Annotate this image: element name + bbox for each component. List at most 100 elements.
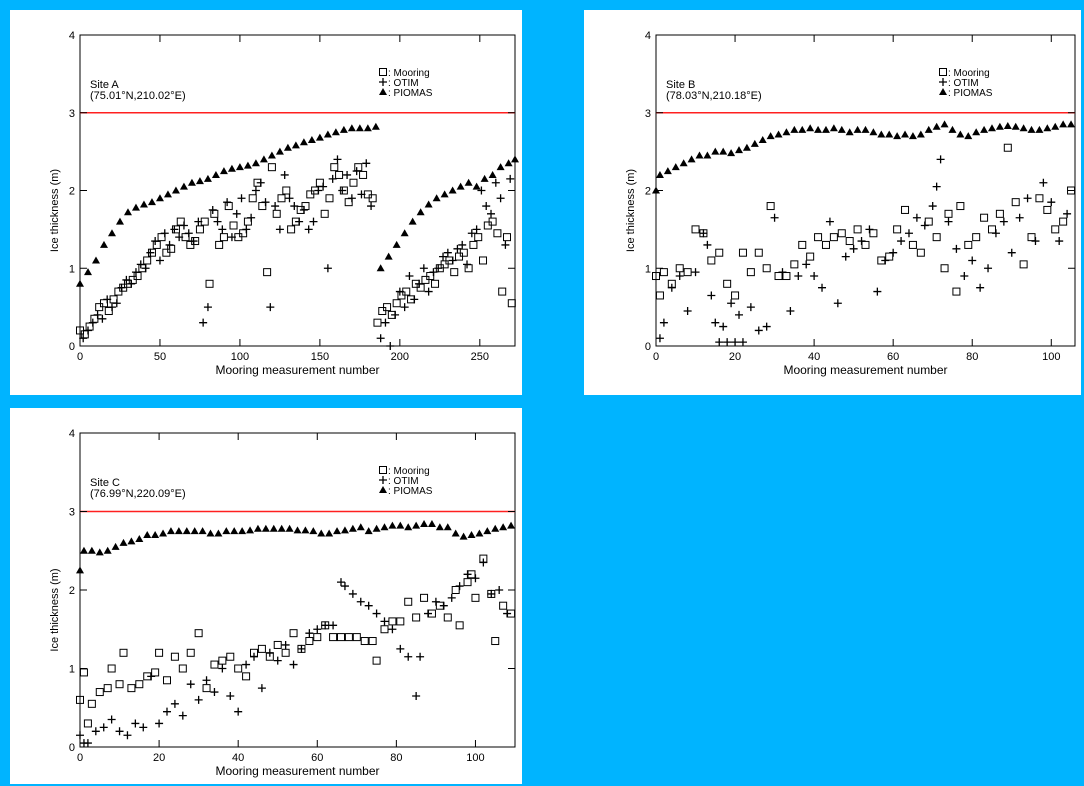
point-piomas: [261, 524, 270, 532]
point-mooring: [420, 593, 429, 602]
legend-entry-mooring: : Mooring: [948, 68, 990, 79]
point-otim: [471, 574, 480, 583]
point-mooring: [488, 217, 497, 226]
point-otim: [1063, 209, 1072, 218]
point-otim: [141, 264, 150, 273]
point-piomas: [331, 128, 340, 136]
point-piomas: [139, 200, 148, 208]
point-otim: [691, 268, 700, 277]
point-otim: [991, 229, 1000, 238]
point-mooring: [330, 163, 339, 172]
point-otim: [1055, 237, 1064, 246]
x-axis-label: Mooring measurement number: [215, 363, 379, 377]
point-mooring: [940, 264, 949, 273]
point-mooring: [738, 248, 747, 257]
point-otim: [865, 225, 874, 234]
point-mooring: [85, 322, 94, 331]
legend-marker-mooring: [939, 68, 947, 76]
x-tick-label: 80: [966, 351, 978, 363]
point-otim: [889, 248, 898, 257]
point-otim: [115, 727, 124, 736]
point-otim: [136, 260, 145, 269]
site-coordinates: (78.03°N,210.18°E): [666, 90, 762, 102]
point-mooring: [932, 233, 941, 242]
point-piomas: [163, 190, 172, 198]
y-tick-label: 1: [69, 263, 75, 275]
point-piomas: [980, 125, 989, 133]
point-piomas: [507, 521, 516, 529]
point-piomas: [87, 546, 96, 554]
series-otim: [655, 155, 1072, 347]
point-mooring: [277, 194, 286, 203]
point-mooring: [469, 240, 478, 249]
point-mooring: [493, 229, 502, 238]
point-otim: [447, 593, 456, 602]
point-mooring: [151, 668, 160, 677]
point-piomas: [267, 151, 276, 159]
point-mooring: [964, 240, 973, 249]
point-otim: [881, 256, 890, 265]
point-piomas: [480, 174, 489, 182]
point-mooring: [995, 209, 1004, 218]
point-mooring: [412, 613, 421, 622]
point-mooring: [352, 633, 361, 642]
legend-marker-piomas: [939, 88, 947, 95]
point-mooring: [273, 640, 282, 649]
y-axis-label: Ice thickness (m): [625, 169, 637, 252]
point-otim: [247, 213, 256, 222]
point-piomas: [348, 524, 357, 532]
point-otim: [76, 731, 84, 740]
point-piomas: [195, 177, 204, 185]
point-piomas: [459, 532, 468, 540]
point-otim: [151, 237, 160, 246]
point-otim: [479, 558, 488, 567]
point-piomas: [235, 163, 244, 171]
point-otim: [155, 719, 164, 728]
series-mooring: [76, 163, 516, 339]
point-piomas: [456, 182, 465, 190]
point-mooring: [766, 202, 775, 211]
point-otim: [184, 229, 193, 238]
x-axis: 0 50 100 150 200 250: [77, 35, 489, 363]
point-mooring: [893, 225, 902, 234]
y-tick-label: 4: [69, 428, 75, 440]
point-otim: [857, 237, 866, 246]
point-mooring: [869, 229, 878, 238]
point-piomas: [317, 529, 326, 537]
point-piomas: [948, 125, 957, 133]
point-mooring: [451, 586, 460, 594]
point-mooring: [186, 648, 195, 657]
point-piomas: [885, 130, 894, 138]
legend-marker-mooring: [379, 68, 387, 76]
x-axis: 0 20 40 60 80 100: [77, 433, 485, 764]
series-mooring: [652, 143, 1076, 300]
point-mooring: [344, 633, 353, 642]
point-mooring: [115, 680, 124, 689]
point-otim: [234, 707, 243, 716]
point-piomas: [972, 128, 981, 136]
point-otim: [242, 225, 251, 234]
point-piomas: [932, 122, 941, 130]
point-otim: [794, 272, 803, 281]
point-mooring: [281, 648, 290, 657]
point-piomas: [364, 527, 373, 535]
point-piomas: [655, 170, 664, 178]
point-otim: [348, 589, 357, 598]
legend-entry-otim: : OTIM: [948, 78, 979, 89]
y-tick-label: 4: [69, 30, 75, 42]
point-piomas: [711, 147, 720, 155]
point-otim: [218, 664, 227, 673]
point-piomas: [291, 141, 300, 149]
point-otim: [1047, 198, 1056, 207]
point-piomas: [435, 523, 444, 531]
point-otim: [237, 194, 246, 203]
point-piomas: [372, 524, 381, 532]
point-piomas: [131, 203, 140, 211]
point-otim: [347, 194, 356, 203]
y-axis-label: Ice thickness (m): [49, 568, 61, 651]
point-mooring: [226, 652, 235, 661]
point-piomas: [821, 125, 830, 133]
point-otim: [439, 252, 448, 261]
legend-entry-mooring: : Mooring: [388, 68, 430, 79]
point-piomas: [115, 217, 124, 225]
